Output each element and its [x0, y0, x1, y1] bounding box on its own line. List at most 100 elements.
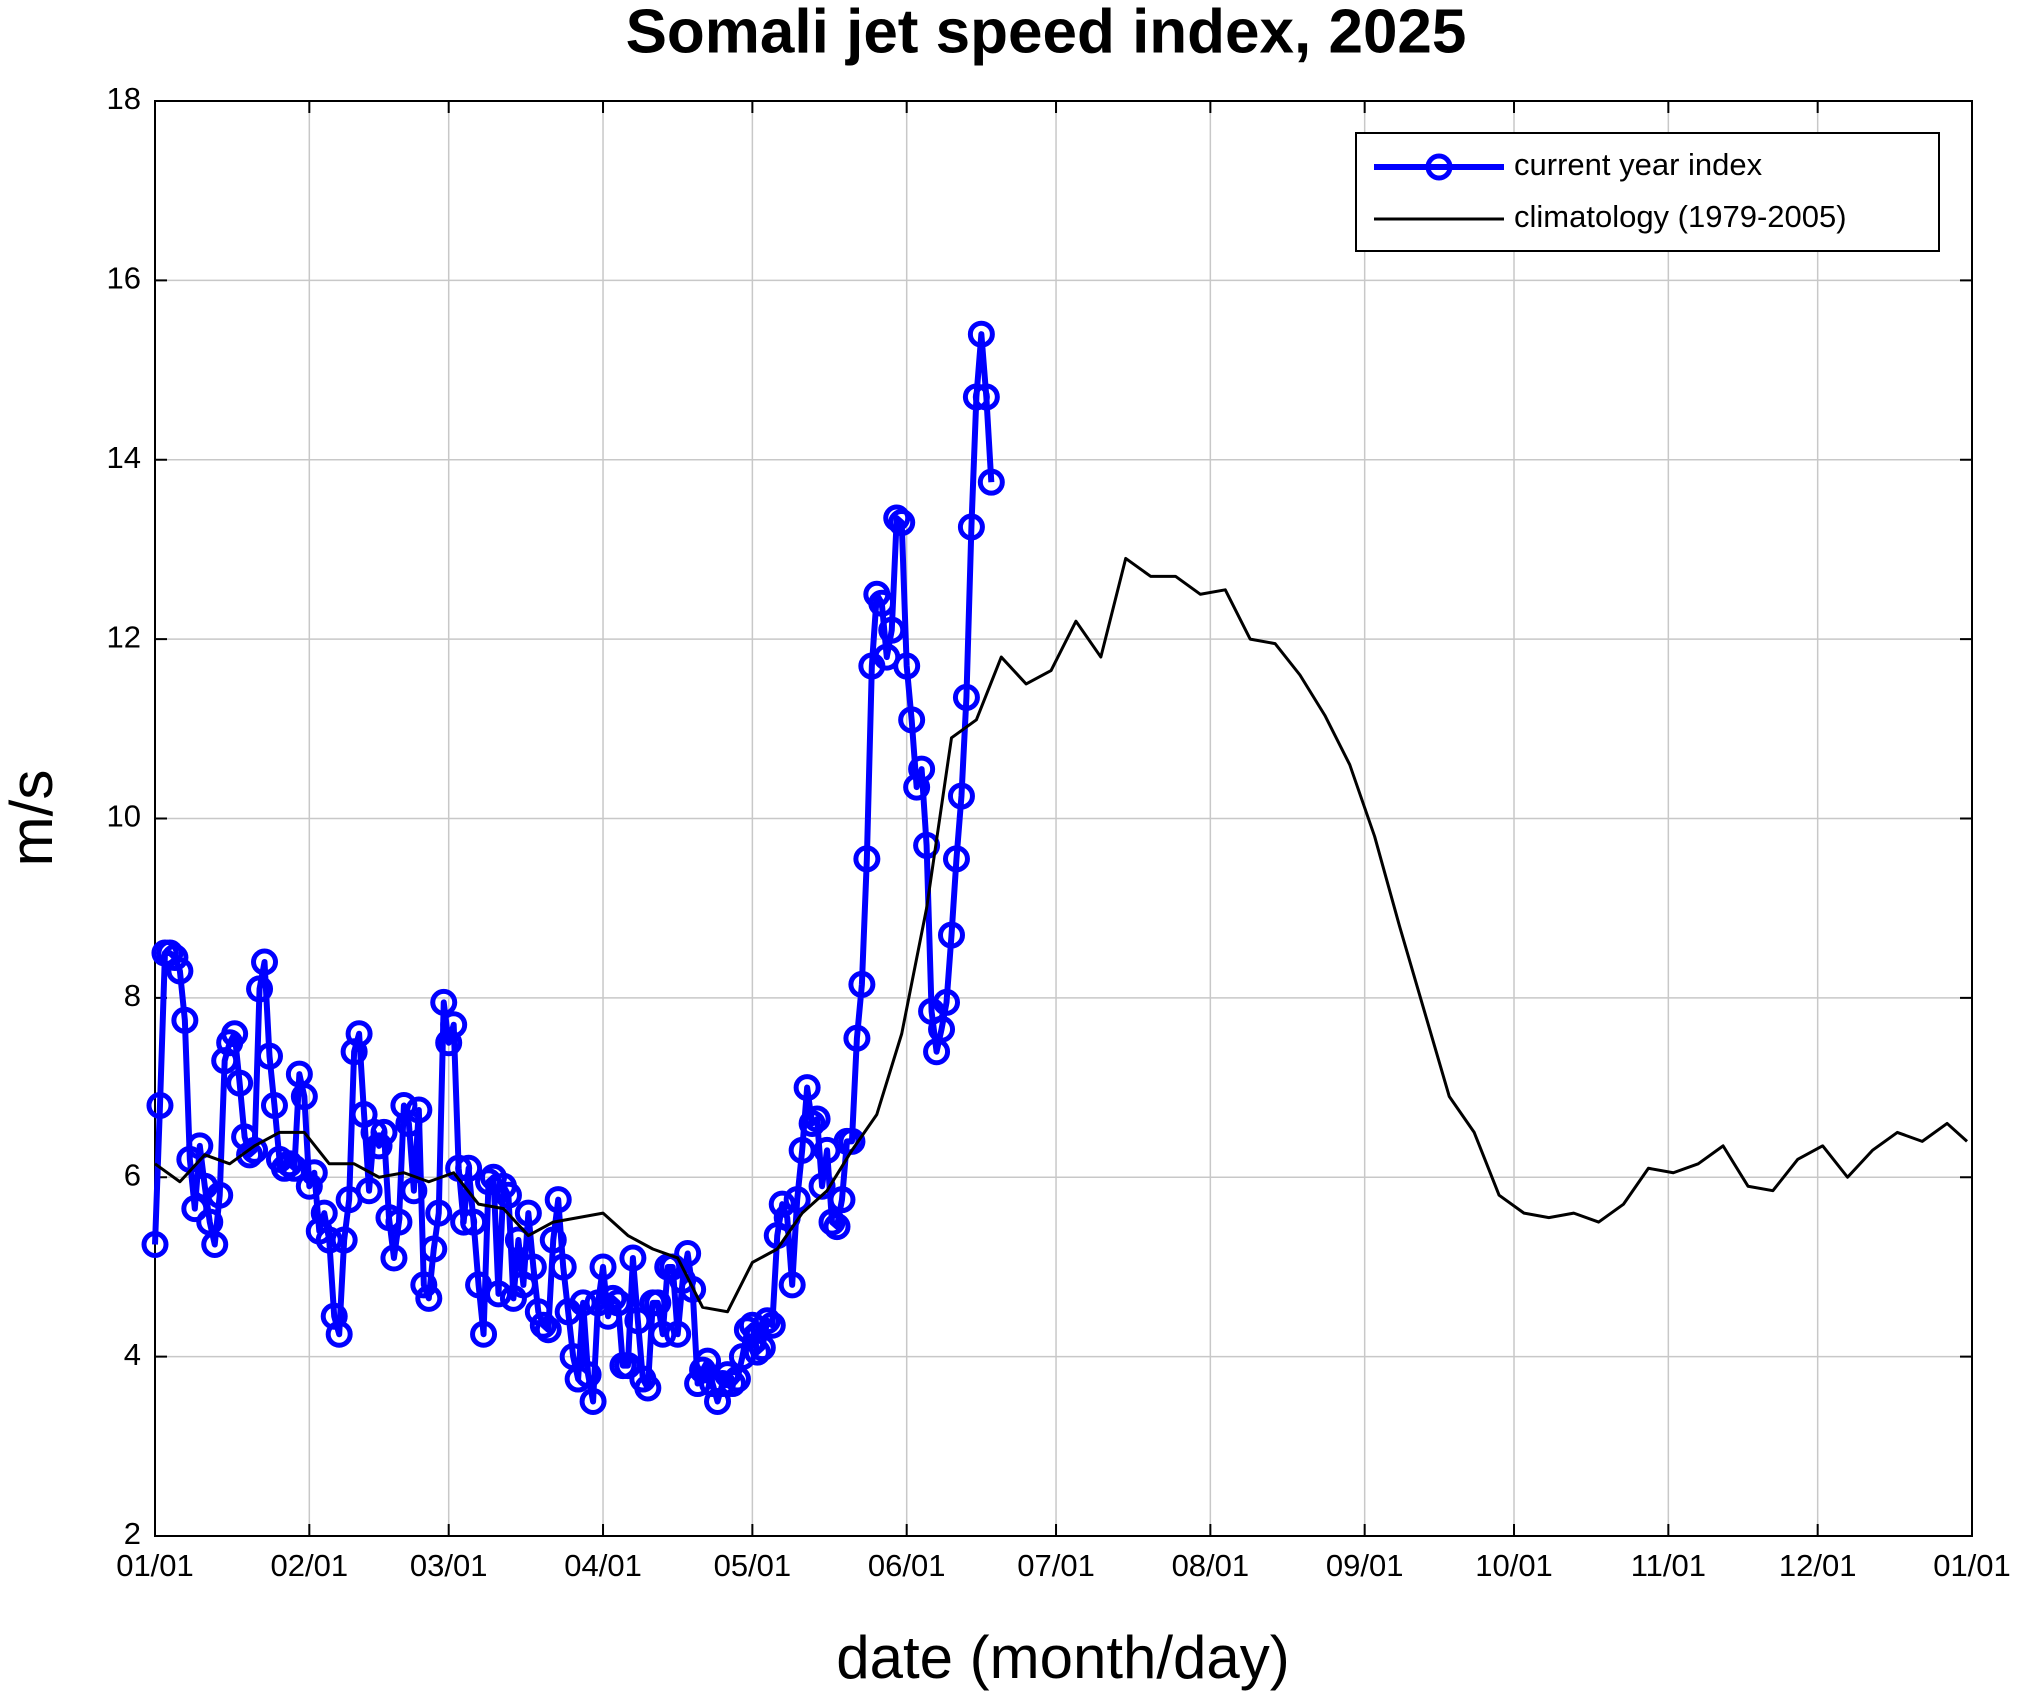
marker [365, 1132, 393, 1160]
y-tick-label: 4 [124, 1337, 141, 1372]
marker [599, 1284, 627, 1312]
marker [300, 1159, 328, 1187]
x-tick-label: 06/01 [868, 1548, 946, 1583]
marker [818, 1208, 846, 1236]
marker [270, 1154, 298, 1182]
marker [679, 1275, 707, 1303]
marker [788, 1136, 816, 1164]
marker [470, 1320, 498, 1348]
marker [166, 957, 194, 985]
marker [161, 944, 189, 972]
marker [957, 513, 985, 541]
series-line [154, 556, 1969, 1314]
chart-title: Somali jet speed index, 2025 [626, 0, 1467, 66]
marker [484, 1280, 512, 1308]
marker [684, 1370, 712, 1398]
marker [246, 975, 274, 1003]
marker [937, 921, 965, 949]
marker [947, 782, 975, 810]
marker [634, 1374, 662, 1402]
marker [942, 845, 970, 873]
marker [255, 1042, 283, 1070]
marker [380, 1244, 408, 1272]
legend-box [1355, 132, 1940, 252]
marker [425, 1199, 453, 1227]
axes-box [154, 100, 1973, 1537]
marker [455, 1154, 483, 1182]
legend-marker [1425, 153, 1453, 181]
marker [808, 1172, 836, 1200]
marker [370, 1118, 398, 1146]
marker [251, 948, 279, 976]
marker [972, 383, 1000, 411]
marker [310, 1199, 338, 1227]
marker [933, 988, 961, 1016]
x-tick-label: 03/01 [410, 1548, 488, 1583]
marker [275, 1150, 303, 1178]
marker [415, 1284, 443, 1312]
marker [290, 1083, 318, 1111]
y-tick-label: 8 [124, 978, 141, 1013]
marker [440, 1011, 468, 1039]
marker [519, 1253, 547, 1281]
marker [171, 1006, 199, 1034]
marker [186, 1132, 214, 1160]
marker [400, 1177, 428, 1205]
marker [504, 1226, 532, 1254]
marker [579, 1387, 607, 1415]
marker [589, 1253, 617, 1281]
marker [743, 1338, 771, 1366]
x-axis-label: date (month/day) [836, 1624, 1290, 1691]
marker [539, 1226, 567, 1254]
marker [898, 706, 926, 734]
marker [141, 1231, 169, 1259]
marker [848, 970, 876, 998]
marker [674, 1239, 702, 1267]
legend-label: current year index [1514, 147, 1763, 182]
marker [360, 1118, 388, 1146]
marker [967, 320, 995, 348]
y-axis-label: m/s [0, 770, 65, 867]
x-tick-label: 02/01 [271, 1548, 349, 1583]
marker [778, 1271, 806, 1299]
marker [803, 1105, 831, 1133]
marker [430, 988, 458, 1016]
marker [460, 1208, 488, 1236]
marker [475, 1168, 503, 1196]
marker [221, 1020, 249, 1048]
y-tick-label: 18 [107, 81, 141, 116]
marker [241, 1136, 269, 1164]
marker [529, 1311, 557, 1339]
marker [962, 383, 990, 411]
marker [893, 652, 921, 680]
marker [295, 1172, 323, 1200]
marker [718, 1370, 746, 1398]
x-tick-label: 05/01 [714, 1548, 792, 1583]
marker [201, 1231, 229, 1259]
marker [614, 1352, 642, 1380]
y-tick-label: 6 [124, 1157, 141, 1192]
marker [604, 1289, 632, 1317]
x-tick-label: 12/01 [1779, 1548, 1857, 1583]
y-tick-label: 16 [107, 261, 141, 296]
marker [355, 1177, 383, 1205]
marker [843, 1024, 871, 1052]
marker [494, 1181, 522, 1209]
marker [385, 1208, 413, 1236]
x-tick-label: 10/01 [1475, 1548, 1553, 1583]
marker [226, 1069, 254, 1097]
marker [649, 1320, 677, 1348]
marker [260, 1092, 288, 1119]
marker [534, 1316, 562, 1344]
marker [768, 1190, 796, 1218]
marker [514, 1199, 542, 1227]
x-tick-label: 07/01 [1017, 1548, 1095, 1583]
marker [544, 1186, 572, 1214]
legend-label: climatology (1979-2005) [1514, 199, 1847, 234]
marker [420, 1235, 448, 1263]
marker [758, 1311, 786, 1339]
marker [574, 1361, 602, 1389]
marker [753, 1307, 781, 1335]
marker [181, 1195, 209, 1223]
